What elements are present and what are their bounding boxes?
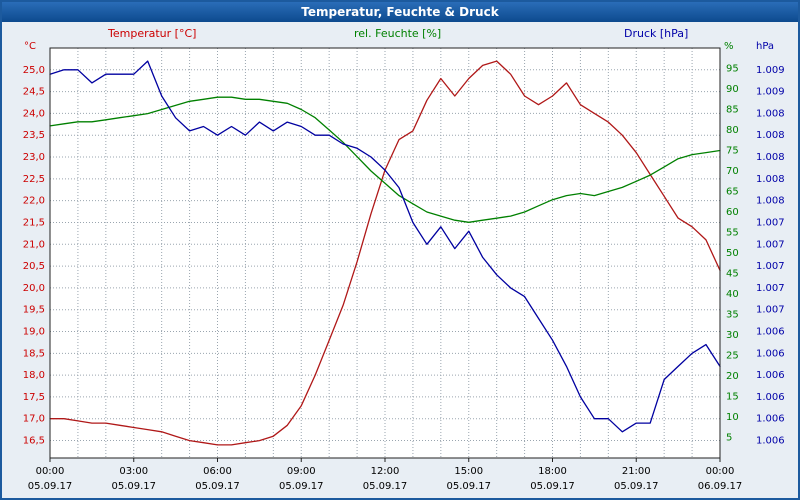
temperature-tick-label: 16,5 <box>23 436 45 447</box>
pressure-tick-label: 1.008 <box>756 130 785 141</box>
pressure-tick-label: 1.006 <box>756 370 785 381</box>
x-time-label: 06:00 <box>203 466 232 477</box>
x-time-label: 15:00 <box>454 466 483 477</box>
temperature-tick-label: 23,0 <box>23 152 45 163</box>
series-pressure-line <box>49 60 721 433</box>
x-time-label: 21:00 <box>622 466 651 477</box>
temperature-tick-label: 23,5 <box>23 130 45 141</box>
pressure-tick-label: 1.008 <box>756 196 785 207</box>
pressure-tick-label: 1.006 <box>756 436 785 447</box>
humidity-tick-label: 65 <box>726 187 739 198</box>
temperature-tick-label: 24,0 <box>23 108 45 119</box>
pressure-tick-label: 1.007 <box>756 217 785 228</box>
temperature-tick-label: 24,5 <box>23 87 45 98</box>
temperature-tick-label: 22,5 <box>23 174 45 185</box>
temperature-tick-label: 25,0 <box>23 65 45 76</box>
x-date-label: 05.09.17 <box>614 481 659 492</box>
x-time-label: 12:00 <box>371 466 400 477</box>
pressure-tick-label: 1.007 <box>756 261 785 272</box>
x-date-label: 05.09.17 <box>446 481 491 492</box>
temperature-tick-label: 17,0 <box>23 414 45 425</box>
humidity-tick-label: 5 <box>726 433 732 444</box>
humidity-tick-label: 85 <box>726 105 739 116</box>
humidity-tick-label: 55 <box>726 228 739 239</box>
humidity-tick-label: 75 <box>726 146 739 157</box>
humidity-tick-label: 25 <box>726 351 739 362</box>
title-bar: Temperatur, Feuchte & Druck <box>2 2 798 22</box>
x-date-label: 05.09.17 <box>363 481 408 492</box>
humidity-axis-unit: % <box>724 41 734 52</box>
pressure-axis-unit: hPa <box>756 41 775 52</box>
temperature-tick-label: 20,5 <box>23 261 45 272</box>
temperature-tick-label: 18,5 <box>23 348 45 359</box>
x-date-label: 05.09.17 <box>195 481 240 492</box>
x-time-label: 03:00 <box>119 466 148 477</box>
humidity-tick-label: 95 <box>726 64 739 75</box>
humidity-tick-label: 80 <box>726 125 739 136</box>
humidity-tick-label: 45 <box>726 269 739 280</box>
temperature-tick-label: 22,0 <box>23 196 45 207</box>
window-title: Temperatur, Feuchte & Druck <box>301 5 499 19</box>
pressure-axis-title: Druck [hPa] <box>624 27 689 40</box>
series-humidity-line <box>49 96 721 223</box>
humidity-tick-label: 35 <box>726 310 739 321</box>
pressure-tick-label: 1.008 <box>756 174 785 185</box>
humidity-tick-label: 10 <box>726 412 739 423</box>
temperature-tick-label: 21,0 <box>23 239 45 250</box>
pressure-tick-label: 1.009 <box>756 65 785 76</box>
pressure-tick-label: 1.006 <box>756 414 785 425</box>
humidity-tick-label: 90 <box>726 84 739 95</box>
humidity-tick-label: 70 <box>726 166 739 177</box>
x-date-label: 05.09.17 <box>530 481 575 492</box>
chart-plot: 25,0 24,5 24,0 23,5 23,0 22,5 22,0 21,5 21,0 20,5… <box>23 47 785 492</box>
humidity-tick-label: 30 <box>726 330 739 341</box>
humidity-tick-label: 15 <box>726 392 739 403</box>
temperature-axis-unit: °C <box>24 41 36 52</box>
humidity-tick-label: 20 <box>726 371 739 382</box>
temperature-tick-label: 19,5 <box>23 305 45 316</box>
chart-area: Temperatur [°C] rel. Feuchte [%] Druck [… <box>2 22 798 498</box>
x-date-label: 05.09.17 <box>28 481 73 492</box>
x-date-label: 05.09.17 <box>279 481 324 492</box>
pressure-tick-label: 1.006 <box>756 327 785 338</box>
x-time-label: 18:00 <box>538 466 567 477</box>
temperature-tick-label: 20,0 <box>23 283 45 294</box>
pressure-tick-label: 1.008 <box>756 152 785 163</box>
x-date-label: 06.09.17 <box>698 481 743 492</box>
x-time-label: 09:00 <box>287 466 316 477</box>
pressure-tick-label: 1.006 <box>756 348 785 359</box>
pressure-tick-label: 1.009 <box>756 87 785 98</box>
x-time-label: 00:00 <box>706 466 735 477</box>
temperature-tick-label: 18,0 <box>23 370 45 381</box>
pressure-tick-label: 1.007 <box>756 239 785 250</box>
pressure-tick-label: 1.007 <box>756 283 785 294</box>
humidity-tick-label: 60 <box>726 207 739 218</box>
temperature-tick-label: 17,5 <box>23 392 45 403</box>
temperature-axis-title: Temperatur [°C] <box>108 27 197 40</box>
pressure-tick-label: 1.006 <box>756 392 785 403</box>
humidity-tick-label: 40 <box>726 289 739 300</box>
x-date-label: 05.09.17 <box>111 481 156 492</box>
x-time-label: 00:00 <box>36 466 65 477</box>
pressure-tick-label: 1.007 <box>756 305 785 316</box>
humidity-axis-title: rel. Feuchte [%] <box>354 27 442 40</box>
temperature-tick-label: 21,5 <box>23 217 45 228</box>
humidity-tick-label: 50 <box>726 248 739 259</box>
temperature-tick-label: 19,0 <box>23 327 45 338</box>
pressure-tick-label: 1.008 <box>756 108 785 119</box>
